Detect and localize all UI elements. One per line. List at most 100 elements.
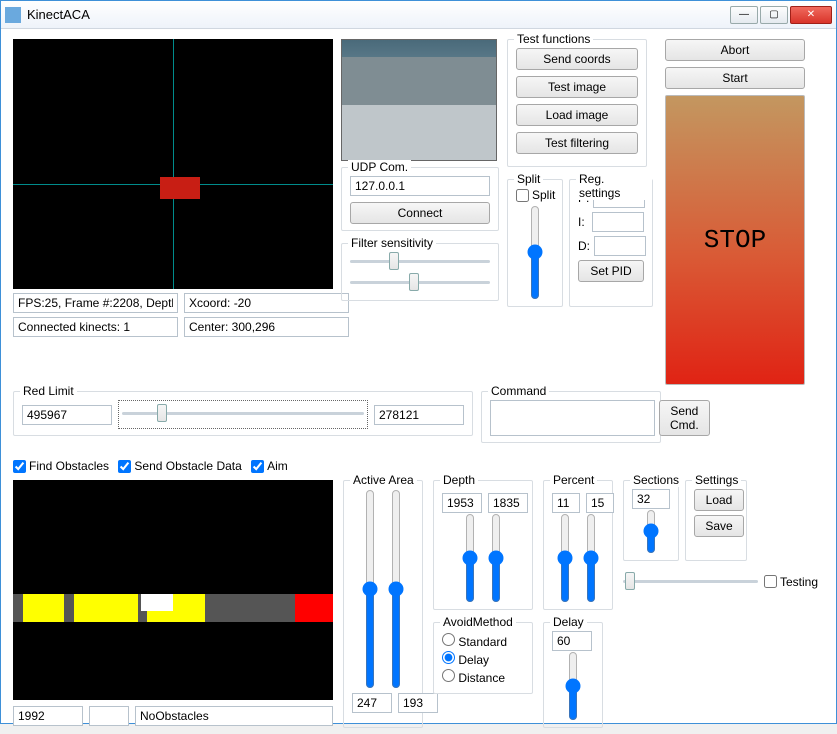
obstacle-value-1[interactable] <box>13 706 83 726</box>
obstacle-value-2[interactable] <box>89 706 129 726</box>
delay-group: Delay <box>543 622 603 728</box>
percent-v2[interactable] <box>586 493 614 513</box>
filter-sensitivity-group: Filter sensitivity <box>341 243 499 301</box>
maximize-button[interactable]: ▢ <box>760 6 788 24</box>
depth-pane <box>13 39 333 385</box>
sections-slider[interactable] <box>642 509 660 554</box>
i-input[interactable] <box>592 212 644 232</box>
abort-button[interactable]: Abort <box>665 39 805 61</box>
find-obstacles-check[interactable]: Find Obstacles <box>13 459 109 473</box>
crosshair-vertical <box>173 39 174 289</box>
right-column: Abort Start STOP <box>665 39 805 385</box>
split-title: Split <box>514 172 543 186</box>
command-title: Command <box>488 384 549 398</box>
filter-title: Filter sensitivity <box>348 236 436 250</box>
load-image-button[interactable]: Load image <box>516 104 638 126</box>
active-area-slider-2[interactable] <box>387 489 405 689</box>
connect-button[interactable]: Connect <box>350 202 490 224</box>
red-limit-slider[interactable] <box>122 404 364 422</box>
test-functions-group: Test functions Send coords Test image Lo… <box>507 39 647 167</box>
sections-group: Sections <box>623 480 679 561</box>
active-area-group: Active Area <box>343 480 423 728</box>
avoid-standard[interactable]: Standard <box>442 633 524 649</box>
test-split-column: Test functions Send coords Test image Lo… <box>507 39 657 385</box>
active-area-slider-1[interactable] <box>361 489 379 689</box>
udp-title: UDP Com. <box>348 160 411 174</box>
d-input[interactable] <box>594 236 646 256</box>
depth-slider-2[interactable] <box>487 513 505 603</box>
filter-slider-2[interactable] <box>350 273 490 291</box>
split-checkbox-wrap[interactable]: Split <box>516 188 555 202</box>
red-limit-value-2[interactable] <box>374 405 464 425</box>
percent-slider-2[interactable] <box>582 513 600 603</box>
app-icon <box>5 7 21 23</box>
send-command-button[interactable]: Send Cmd. <box>659 400 710 436</box>
set-pid-button[interactable]: Set PID <box>578 260 644 282</box>
start-button[interactable]: Start <box>665 67 805 89</box>
obstacle-pane <box>13 480 333 734</box>
split-slider[interactable] <box>526 205 544 300</box>
close-button[interactable]: ✕ <box>790 6 832 24</box>
depth-v1[interactable] <box>442 493 482 513</box>
depth-sl-title: Depth <box>440 473 478 487</box>
save-settings-button[interactable]: Save <box>694 515 744 537</box>
send-coords-button[interactable]: Send coords <box>516 48 638 70</box>
content: UDP Com. Connect Filter sensitivity Test… <box>1 29 836 723</box>
obstacle-image <box>13 480 333 700</box>
sections-value[interactable] <box>632 489 670 509</box>
udp-group: UDP Com. Connect <box>341 167 499 231</box>
center-field[interactable] <box>184 317 349 337</box>
xcoord-field[interactable] <box>184 293 349 313</box>
udp-ip-input[interactable] <box>350 176 490 196</box>
split-checkbox[interactable] <box>516 189 529 202</box>
percent-group: Percent <box>543 480 613 610</box>
settings-group: Settings Load Save <box>685 480 747 561</box>
app-window: KinectACA — ▢ ✕ <box>0 0 837 724</box>
camera-preview <box>341 39 497 161</box>
active-area-v2[interactable] <box>398 693 438 713</box>
pid-title: Reg. settings <box>576 172 652 200</box>
red-limit-value-1[interactable] <box>22 405 112 425</box>
stop-label: STOP <box>704 225 766 255</box>
avoid-distance[interactable]: Distance <box>442 669 524 685</box>
testing-slider[interactable] <box>623 573 758 591</box>
split-group: Split Split <box>507 179 563 307</box>
depth-slider-1[interactable] <box>461 513 479 603</box>
minimize-button[interactable]: — <box>730 6 758 24</box>
delay-slider[interactable] <box>564 651 582 721</box>
active-area-v1[interactable] <box>352 693 392 713</box>
depth-v2[interactable] <box>488 493 528 513</box>
avoid-delay[interactable]: Delay <box>442 651 524 667</box>
testing-check[interactable]: Testing <box>764 575 818 589</box>
command-group: Command Send Cmd. <box>481 391 661 443</box>
depth-group: Depth <box>433 480 533 610</box>
delay-value[interactable] <box>552 631 592 651</box>
filter-slider-1[interactable] <box>350 252 490 270</box>
settings-title: Settings <box>692 473 741 487</box>
avoid-title: AvoidMethod <box>440 615 516 629</box>
aim-check[interactable]: Aim <box>251 459 288 473</box>
pid-group: Reg. settings P: I: D: Set PID <box>569 179 653 307</box>
fps-frame-depth-field[interactable] <box>13 293 178 313</box>
window-title: KinectACA <box>27 7 728 22</box>
sections-title: Sections <box>630 473 682 487</box>
send-obstacle-data-check[interactable]: Send Obstacle Data <box>118 459 241 473</box>
d-label: D: <box>578 239 590 253</box>
percent-v1[interactable] <box>552 493 580 513</box>
stop-panel[interactable]: STOP <box>665 95 805 385</box>
detected-blob <box>160 177 200 199</box>
test-functions-title: Test functions <box>514 32 593 46</box>
red-limit-title: Red Limit <box>20 384 77 398</box>
test-image-button[interactable]: Test image <box>516 76 638 98</box>
test-filtering-button[interactable]: Test filtering <box>516 132 638 154</box>
percent-slider-1[interactable] <box>556 513 574 603</box>
titlebar: KinectACA — ▢ ✕ <box>1 1 836 29</box>
depth-image <box>13 39 333 289</box>
obstacle-status[interactable] <box>135 706 333 726</box>
active-area-title: Active Area <box>350 473 417 487</box>
i-label: I: <box>578 215 588 229</box>
percent-title: Percent <box>550 473 597 487</box>
connected-kinects-field[interactable] <box>13 317 178 337</box>
command-input[interactable] <box>490 400 655 436</box>
load-settings-button[interactable]: Load <box>694 489 744 511</box>
